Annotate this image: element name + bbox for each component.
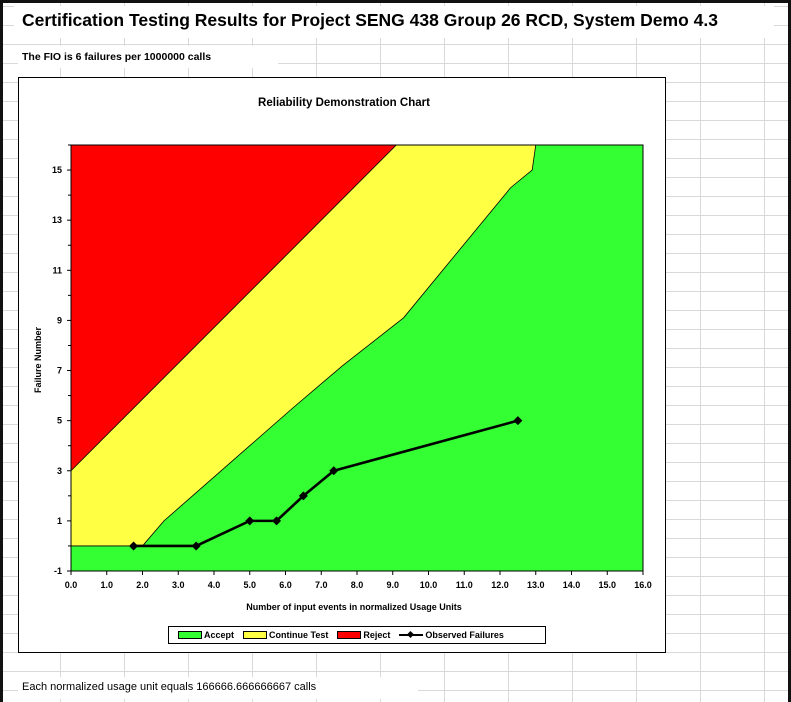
y-tick-label: 5 [57, 416, 62, 426]
window-frame-left [0, 0, 3, 702]
x-tick-label: 0.0 [65, 580, 78, 590]
x-tick-label: 12.0 [491, 580, 509, 590]
reject-boundary-line [70, 144, 397, 472]
title-cell[interactable] [14, 6, 774, 38]
chart-legend: Accept Continue Test Reject Observed Fai… [168, 626, 546, 644]
observed-failure-point [513, 416, 523, 426]
x-tick-label: 16.0 [634, 580, 652, 590]
x-tick-label: 13.0 [527, 580, 545, 590]
x-tick-label: 1.0 [100, 580, 113, 590]
window-frame-right [788, 0, 791, 702]
observed-failure-point [191, 541, 201, 551]
x-tick-label: 4.0 [208, 580, 221, 590]
axes: 0.0 1.0 2.0 3.0 4.0 5.0 6.0 7.0 8.0 9.0 10.0 11.0 12… [52, 144, 652, 590]
y-tick-label: 11 [52, 265, 62, 275]
observed-failure-point [245, 516, 255, 526]
plot-area [70, 144, 644, 572]
x-tick-label: 9.0 [386, 580, 399, 590]
reject-swatch-icon [337, 631, 362, 639]
observed-failure-point [298, 491, 308, 501]
y-tick-label: -1 [54, 566, 62, 576]
y-tick-label: 9 [57, 315, 62, 325]
window-frame-top [0, 0, 791, 3]
y-tick-label: 13 [52, 215, 62, 225]
x-tick-label: 7.0 [315, 580, 328, 590]
x-tick-label: 5.0 [243, 580, 256, 590]
observed-failure-point [329, 466, 339, 476]
legend-item-continue: Continue Test [243, 630, 328, 640]
observed-failure-point [272, 516, 282, 526]
x-tick-label: 2.0 [136, 580, 149, 590]
observed-line-icon [399, 631, 424, 639]
chart-title: Reliability Demonstration Chart [258, 97, 430, 109]
x-tick-label: 8.0 [351, 580, 364, 590]
legend-label-continue: Continue Test [269, 630, 329, 640]
fio-cell[interactable] [18, 46, 278, 68]
footer-cell[interactable] [18, 677, 418, 699]
y-axis-label: Failure Number [33, 326, 43, 393]
legend-label-reject: Reject [363, 630, 391, 640]
x-tick-label: 10.0 [420, 580, 438, 590]
legend-item-observed: Observed Failures [399, 630, 504, 640]
y-tick-label: 7 [57, 366, 62, 376]
x-tick-label: 14.0 [563, 580, 581, 590]
accept-boundary-line [71, 144, 537, 547]
legend-item-reject: Reject [337, 630, 390, 640]
x-tick-label: 6.0 [279, 580, 292, 590]
fio-text: The FIO is 6 failures per 1000000 calls [22, 51, 212, 63]
accept-swatch-icon [178, 631, 202, 639]
x-axis-label: Number of input events in normalized Usa… [246, 602, 462, 612]
x-tick-label: 3.0 [172, 580, 185, 590]
legend-item-accept: Accept [178, 630, 234, 640]
legend-label-accept: Accept [204, 630, 235, 640]
continue-swatch-icon [243, 631, 268, 639]
observed-failure-point [129, 541, 139, 551]
legend-label-observed: Observed Failures [425, 630, 504, 640]
page-title: Certification Testing Results for Projec… [22, 10, 718, 30]
y-tick-label: 15 [52, 165, 62, 175]
x-tick-label: 15.0 [598, 580, 616, 590]
footer-text: Each normalized usage unit equals 166666… [22, 681, 317, 693]
y-tick-label: 1 [57, 516, 62, 526]
y-tick-label: 3 [57, 466, 62, 476]
x-tick-label: 11.0 [456, 580, 473, 590]
